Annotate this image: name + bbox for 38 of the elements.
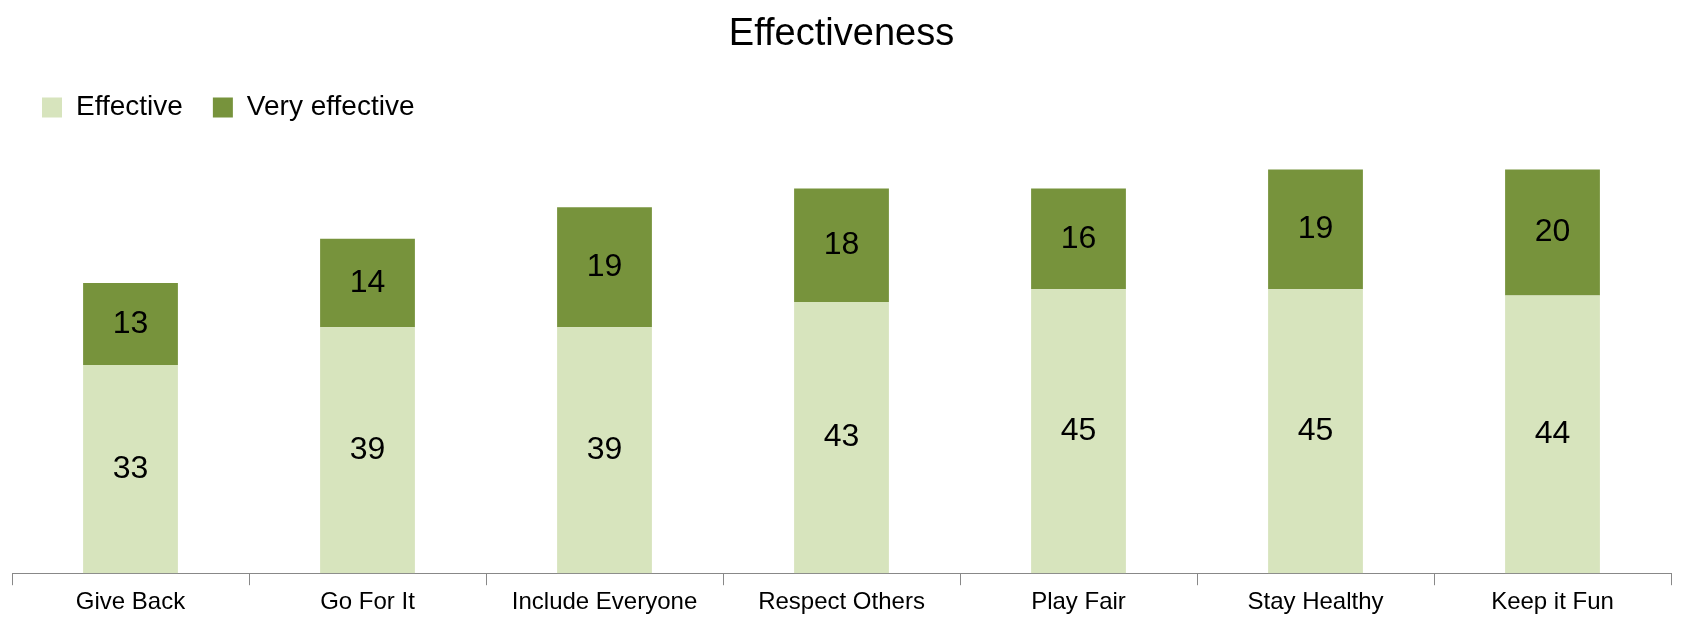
x-tick-label: Respect Others	[758, 587, 925, 615]
x-tick-label: Play Fair	[1031, 587, 1126, 615]
legend-label: Effective	[76, 90, 183, 122]
bar	[83, 365, 178, 574]
data-label: 39	[349, 430, 386, 467]
data-label: 39	[586, 430, 623, 467]
bar	[320, 327, 415, 574]
chart-title: Effectiveness	[728, 11, 955, 54]
legend-label: Very effective	[246, 90, 415, 122]
x-tick-label: Give Back	[75, 587, 187, 615]
bar	[1031, 188, 1126, 290]
data-label: 19	[586, 247, 623, 284]
bar	[557, 327, 652, 574]
data-label: 20	[1534, 212, 1571, 249]
bar	[320, 238, 415, 328]
x-tick-label: Go For It	[320, 587, 416, 615]
bar	[557, 207, 652, 328]
data-label: 45	[1297, 411, 1334, 448]
data-label: 19	[1297, 209, 1334, 246]
data-label: 16	[1060, 218, 1097, 255]
x-tick-label: Include Everyone	[511, 587, 698, 615]
data-label: 13	[112, 303, 149, 340]
bar	[1268, 289, 1363, 574]
data-label: 45	[1060, 411, 1097, 448]
bar	[1505, 169, 1600, 296]
bar	[794, 301, 889, 574]
bar	[794, 188, 889, 302]
x-tick-label: Stay Healthy	[1247, 587, 1384, 615]
data-label: 33	[112, 448, 149, 485]
data-label: 43	[823, 417, 860, 454]
bar	[83, 283, 178, 366]
data-label: 18	[823, 224, 860, 261]
data-label: 44	[1534, 414, 1571, 451]
x-tick-label: Keep it Fun	[1491, 587, 1614, 615]
bar	[1505, 295, 1600, 574]
bar	[1031, 289, 1126, 574]
bar	[1268, 169, 1363, 290]
data-label: 14	[349, 262, 386, 299]
